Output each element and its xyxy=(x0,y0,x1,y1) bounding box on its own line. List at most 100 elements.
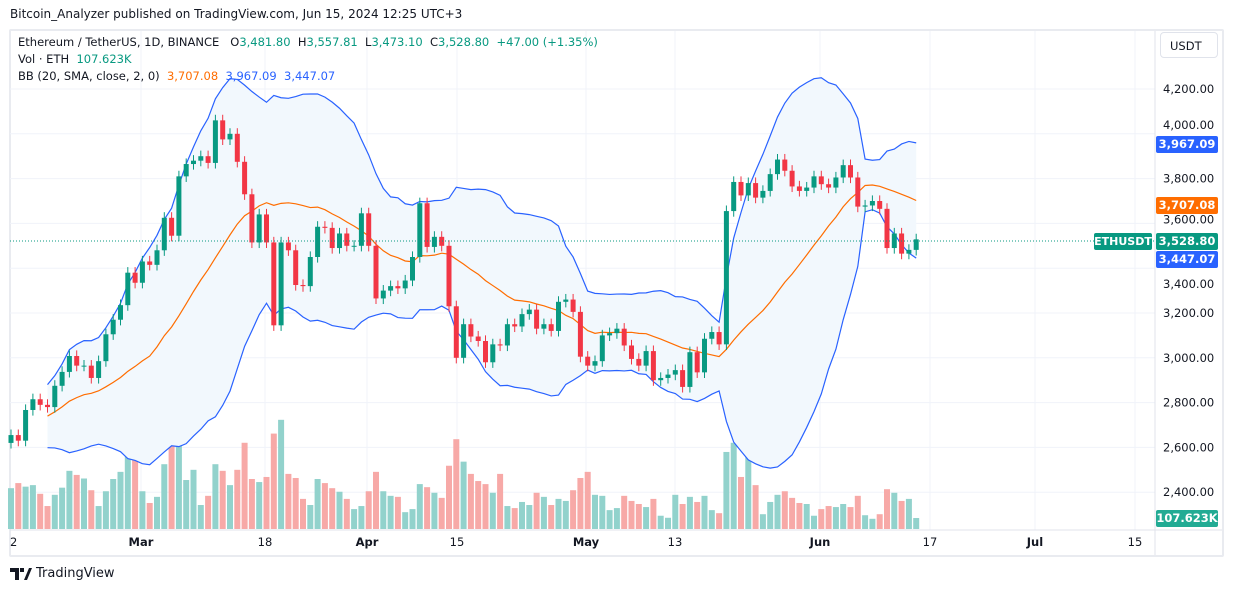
candle-body xyxy=(680,370,686,387)
candle-body xyxy=(220,120,226,140)
volume-bar xyxy=(679,504,686,529)
candle-body xyxy=(672,370,678,375)
candle xyxy=(300,279,306,292)
candle xyxy=(738,176,744,201)
candle xyxy=(344,227,350,252)
candle-body xyxy=(702,338,707,373)
volume-bar xyxy=(869,518,876,529)
candle-body xyxy=(395,286,401,289)
candle xyxy=(417,197,423,263)
candle-body xyxy=(475,336,481,341)
candle xyxy=(271,236,277,331)
candle-body xyxy=(804,187,810,191)
candle xyxy=(431,231,437,253)
candle-body xyxy=(439,236,445,246)
volume-bar xyxy=(708,510,715,529)
volume-bar xyxy=(898,500,905,529)
volume-bar xyxy=(789,497,796,529)
volume-bar xyxy=(15,483,22,529)
candle-body xyxy=(884,208,890,249)
candle xyxy=(702,333,707,378)
volume-bar xyxy=(183,480,190,529)
candle-body xyxy=(358,213,364,246)
bb-lower-tag: 3,447.07 xyxy=(1156,251,1218,268)
candle-body xyxy=(497,344,503,346)
candle-body xyxy=(899,233,905,254)
candle-body xyxy=(417,203,423,257)
volume-bar xyxy=(314,479,321,529)
candle xyxy=(913,233,919,256)
publisher-line: Bitcoin_Analyzer published on TradingVie… xyxy=(10,7,463,21)
candle xyxy=(191,155,196,170)
candle-body xyxy=(848,165,853,178)
candle xyxy=(840,159,846,184)
candle xyxy=(337,227,342,254)
candle-body xyxy=(410,257,415,281)
candle xyxy=(753,177,759,204)
candle-body xyxy=(833,177,839,188)
candle-body xyxy=(869,201,875,206)
candle-body xyxy=(431,236,437,247)
volume-bar xyxy=(248,479,255,529)
candle-body xyxy=(461,324,467,358)
volume-bar xyxy=(431,492,438,529)
volume-bar xyxy=(832,507,839,529)
candle xyxy=(483,335,488,368)
volume-bar xyxy=(278,419,285,529)
volume-bar xyxy=(650,498,657,529)
candle xyxy=(410,251,415,287)
candle xyxy=(877,195,883,215)
symbol-name[interactable]: Ethereum / TetherUS, 1D, BINANCE xyxy=(18,35,220,49)
candle-body xyxy=(592,361,598,366)
candle-body xyxy=(322,226,328,228)
bb-label[interactable]: BB (20, SMA, close, 2, 0) xyxy=(18,69,160,83)
volume-bar xyxy=(394,496,401,529)
volume-bar xyxy=(504,506,511,529)
candle xyxy=(563,293,569,308)
candle-body xyxy=(577,311,583,357)
chart-frame xyxy=(9,29,1224,557)
currency-unit-button[interactable]: USDT xyxy=(1160,32,1218,58)
price-tick-label: 4,200.00 xyxy=(1163,82,1214,96)
candle-body xyxy=(52,385,58,408)
candle-body xyxy=(906,249,912,254)
candle xyxy=(66,350,72,378)
candle xyxy=(322,221,328,234)
candle-body xyxy=(256,214,262,243)
candle xyxy=(796,180,802,197)
price-tick-label: 4,000.00 xyxy=(1163,118,1214,132)
time-axis: 2 Mar 18 Apr 15 May 13 Jun 17 Jul 15 xyxy=(10,535,1142,549)
volume-bar xyxy=(227,485,233,529)
candle-body xyxy=(264,214,269,243)
candle-body xyxy=(125,272,131,306)
candle xyxy=(672,364,678,381)
volume-bar xyxy=(482,484,489,529)
volume-bar xyxy=(570,490,577,529)
candle-body xyxy=(293,250,299,285)
candle-body xyxy=(526,309,532,315)
volume-bar xyxy=(205,495,212,529)
volume-bar xyxy=(562,500,569,529)
candle xyxy=(220,114,226,145)
candle xyxy=(811,170,817,194)
candle xyxy=(439,231,445,252)
candle xyxy=(358,207,364,252)
candle-body xyxy=(665,374,671,378)
volume-label[interactable]: Vol · ETH xyxy=(18,52,70,66)
candle-body xyxy=(161,217,167,251)
candle xyxy=(198,150,204,167)
candle-body xyxy=(636,358,642,366)
candle-body xyxy=(490,344,496,363)
symbol-legend: Ethereum / TetherUS, 1D, BINANCE O3,481.… xyxy=(18,35,598,49)
candle xyxy=(242,156,248,200)
candle xyxy=(256,208,262,249)
time-tick-label: May xyxy=(573,535,600,549)
tradingview-footer[interactable]: TradingView xyxy=(10,566,115,581)
candle-body xyxy=(512,324,518,327)
volume-bar xyxy=(307,505,314,529)
candle-body xyxy=(147,261,153,265)
candle xyxy=(716,326,722,350)
candle xyxy=(132,267,138,289)
candle xyxy=(183,158,189,182)
